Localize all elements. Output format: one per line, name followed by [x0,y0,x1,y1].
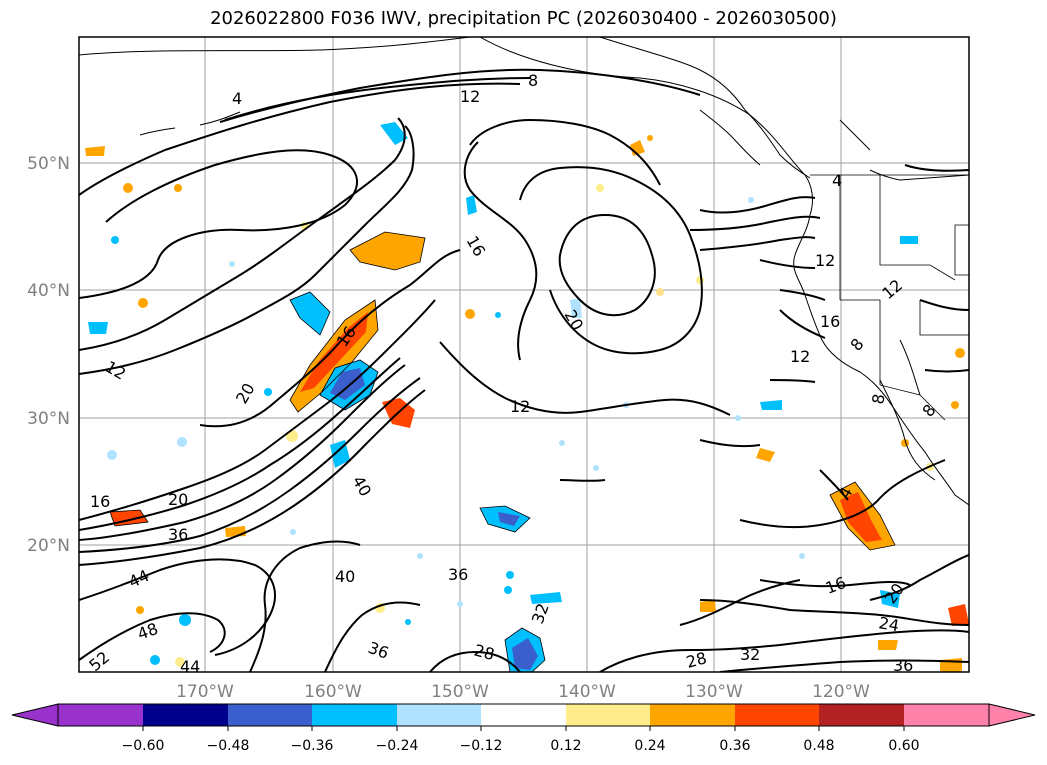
borders [810,174,969,421]
lat-label: 40°N [27,281,70,301]
contour-label: 16 [820,312,840,331]
contour-label: 44 [180,657,200,676]
contour-labels: 4 8 12 4 16 20 16 12 20 16 20 36 40 44 4… [85,71,939,676]
colorbar-tick-label: −0.48 [207,738,250,754]
contour-label: 12 [460,87,480,106]
map-frame [78,36,970,673]
contour-label: 36 [168,525,188,544]
lon-label: 170°W [176,682,234,702]
contour-label: 4 [832,171,842,190]
contour-label: 24 [877,613,900,635]
colorbar-segment [228,704,312,726]
colorbar-extend-max [988,703,1036,727]
lon-label: 120°W [812,682,870,702]
lat-label: 50°N [27,154,70,174]
lon-label: 150°W [431,682,489,702]
lon-label: 160°W [304,682,362,702]
map-plot-area: 4 8 12 4 16 20 16 12 20 16 20 36 40 44 4… [79,37,969,676]
lon-axis-labels: 170°W 160°W 150°W 140°W 130°W 120°W [176,682,870,702]
contour-label: 8 [868,392,888,405]
colorbar: −0.60 −0.48 −0.36 −0.24 −0.12 0.12 0.24 … [11,703,1036,754]
contour-label: 8 [528,71,538,90]
precip-contour-outlines [109,231,896,672]
colorbar-tick-label: 0.36 [719,738,750,754]
lon-label: 140°W [558,682,616,702]
colorbar-segment [312,704,397,726]
colorbar-tick-label: −0.60 [122,738,165,754]
colorbar-tick-label: 0.24 [634,738,665,754]
colorbar-segment [143,704,228,726]
iwv-contours [79,68,969,672]
colorbar-tick-label: 0.12 [550,738,581,754]
contour-label: 28 [472,641,497,665]
contour-label: 4 [232,89,242,108]
contour-label: 20 [168,490,188,509]
colorbar-segment [58,704,143,726]
colorbar-segment [819,704,904,726]
contour-label: 12 [510,397,530,416]
colorbar-tick-label: 0.48 [803,738,834,754]
colorbar-segment [566,704,650,726]
contour-label: 16 [90,492,110,511]
colorbar-segment [481,704,566,726]
colorbar-segment [650,704,735,726]
contour-label: 36 [448,565,468,584]
lat-label: 30°N [27,409,70,429]
contour-label: 28 [684,648,709,672]
lat-label: 20°N [27,536,70,556]
contour-label: 12 [790,347,810,366]
colorbar-tick-label: −0.36 [291,738,334,754]
colorbar-tick-label: −0.24 [376,738,419,754]
colorbar-segment [904,704,989,726]
colorbar-segment [397,704,481,726]
colorbar-tick-label: −0.12 [460,738,503,754]
colorbar-tick-label: 0.60 [888,738,919,754]
lon-label: 130°W [685,682,743,702]
colorbar-segment [735,704,819,726]
colorbar-extend-min [11,703,59,727]
map-title: 2026022800 F036 IWV, precipitation PC (2… [210,8,837,29]
contour-label: 40 [335,567,355,586]
colorbar-ticks [142,726,905,731]
lat-axis-labels: 50°N 40°N 30°N 20°N [27,154,70,556]
contour-label: 32 [740,645,760,664]
contour-label: 36 [893,656,913,675]
contour-label: 12 [815,251,835,270]
coastlines [79,37,969,506]
